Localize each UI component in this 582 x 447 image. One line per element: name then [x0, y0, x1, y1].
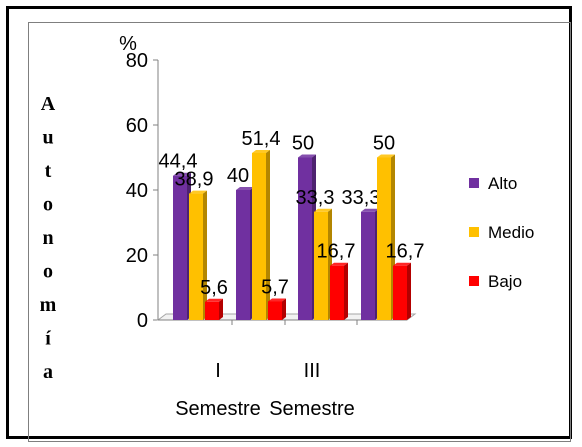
legend-swatch-bajo [469, 276, 479, 286]
x-category-label: III [304, 360, 321, 382]
bar-top-face [205, 298, 223, 302]
bar-alto [173, 175, 187, 320]
data-label: 5,6 [200, 277, 228, 299]
bar-top-face [314, 208, 332, 212]
bar-top-face [393, 262, 411, 266]
y-tick-label: 80 [126, 50, 148, 72]
legend-label-alto: Alto [488, 174, 517, 193]
data-label: 33,3 [342, 187, 381, 209]
y-tick-label: 0 [137, 310, 148, 332]
bar-top-face [189, 190, 207, 194]
legend-swatch-medio [469, 227, 479, 237]
chart-frame [6, 6, 572, 442]
legend-swatch-alto [469, 178, 479, 188]
bar-top-face [377, 154, 395, 158]
data-label: 51,4 [242, 128, 281, 150]
bar-top-face [173, 172, 191, 176]
y-axis-label-letter: a [43, 361, 53, 383]
bar-side-face [219, 298, 223, 320]
bar-top-face [330, 262, 348, 266]
data-label: 16,7 [386, 241, 425, 263]
bar-bajo [205, 301, 219, 320]
data-label: 40 [227, 165, 249, 187]
y-axis-label-letter: o [43, 194, 53, 216]
bar-medio [377, 157, 391, 320]
bar-bajo [393, 265, 407, 320]
x-category-label-line2: Semestre [269, 398, 355, 420]
bar-alto [236, 190, 250, 320]
y-axis-label-letter: m [40, 294, 57, 316]
bar-bajo [268, 301, 282, 320]
y-tick-label: 40 [126, 180, 148, 202]
data-label: 50 [373, 133, 395, 155]
bar-top-face [236, 187, 254, 190]
y-tick-label: 20 [126, 245, 148, 267]
y-axis-label-letter: t [45, 160, 52, 182]
bar-medio [189, 193, 203, 320]
data-label: 5,7 [261, 276, 289, 298]
data-label: 16,7 [317, 241, 356, 263]
bar-side-face [344, 262, 348, 320]
bar-bajo [330, 265, 344, 320]
bar-top-face [298, 154, 316, 158]
legend-label-medio: Medio [488, 223, 534, 242]
bar-medio [252, 152, 266, 320]
y-axis-label-letter: A [41, 93, 56, 115]
bar-medio [314, 211, 328, 320]
data-label: 38,9 [175, 169, 214, 191]
bar-side-face [266, 149, 270, 320]
data-label: 44,4 [159, 151, 198, 173]
bar-alto [298, 157, 312, 320]
bar-top-face [268, 298, 286, 302]
bar-side-face [282, 298, 286, 320]
data-label: 50 [292, 133, 314, 155]
x-category-label: I [215, 360, 221, 382]
legend-label-bajo: Bajo [488, 272, 522, 291]
bar-side-face [203, 190, 207, 320]
y-axis-label-letter: n [42, 227, 53, 249]
data-label: 33,3 [296, 187, 335, 209]
bar-top-face [361, 208, 379, 212]
bar-alto [361, 211, 375, 320]
x-category-label-line2: Semestre [175, 398, 261, 420]
y-axis-label-letter: í [45, 328, 51, 350]
y-axis-label-letter: u [42, 127, 53, 149]
y-tick-label: 60 [126, 115, 148, 137]
bar-top-face [252, 149, 270, 153]
y-axis-unit: % [119, 33, 137, 55]
y-axis-label-letter: o [43, 261, 53, 283]
bar-side-face [407, 262, 411, 320]
chart-inner-border [28, 22, 571, 442]
